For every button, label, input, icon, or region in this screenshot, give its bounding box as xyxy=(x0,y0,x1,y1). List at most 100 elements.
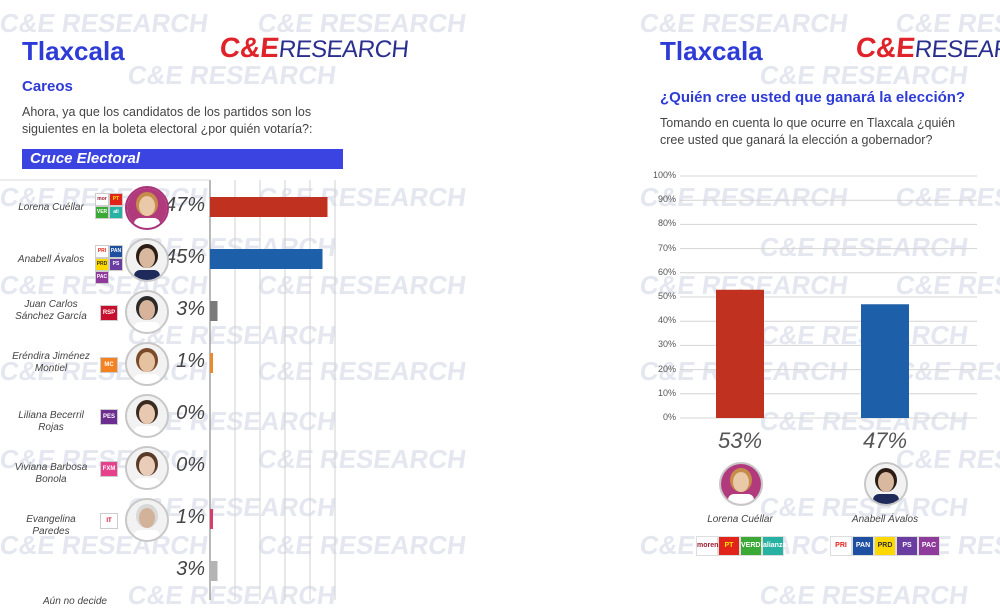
avatar-face xyxy=(139,352,155,372)
party-logo-prd: PRD xyxy=(874,536,896,556)
bar-0 xyxy=(716,289,764,418)
candidate-name-line: Aún no decide xyxy=(43,596,107,607)
pct-label: 3% xyxy=(176,298,205,320)
y-tick-label: 30% xyxy=(657,339,676,350)
party-logo-pes: PES xyxy=(100,409,118,425)
candidate-name: Liliana Becerril Rojas xyxy=(10,410,92,434)
pct-label: 3% xyxy=(176,558,205,580)
party-logo-alianza: alianza xyxy=(762,536,786,556)
candidate-name-line: Evangelina Paredes xyxy=(26,514,76,537)
right-subtitle: ¿Quién cree usted que ganará la elección… xyxy=(660,89,966,106)
party-logo-pri: PRI xyxy=(830,536,852,556)
party-logo-prd: PRD xyxy=(95,258,109,271)
candidate-name: Juan Carlos Sánchez García xyxy=(10,299,92,323)
avatar-face xyxy=(139,196,155,216)
candidate-name-line: Sánchez García xyxy=(15,311,87,322)
candidate-name-line: Juan Carlos xyxy=(24,299,78,310)
party-logo-morena: morena xyxy=(696,536,722,556)
party-logo-pac: PAC xyxy=(918,536,940,556)
avatar-face xyxy=(139,404,155,424)
party-logo-pan: PAN xyxy=(109,245,123,258)
party-logo-morena: mor xyxy=(95,193,109,206)
candidate-avatar xyxy=(125,186,169,230)
party-logo-pac: PAC xyxy=(95,271,109,284)
candidate-avatar xyxy=(125,342,169,386)
left-question: Ahora, ya que los candidatos de los part… xyxy=(22,105,313,136)
candidate-name: Viviana Barbosa Bonola xyxy=(10,462,92,486)
avatar-figure xyxy=(127,188,167,228)
y-tick-label: 70% xyxy=(657,242,676,253)
party-logo-ps: PS xyxy=(896,536,918,556)
candidate-name-line: Anabell Ávalos xyxy=(17,254,85,265)
party-logo-pan: PAN xyxy=(852,536,874,556)
avatar-body xyxy=(134,478,160,488)
bar-value-label: 47% xyxy=(862,428,908,453)
party-logo-rsp: RSP xyxy=(100,305,118,321)
candidate-name-line: Viviana Barbosa Bonola xyxy=(14,462,88,485)
party-logo-it: IT xyxy=(100,513,118,529)
party-logo-verde: VERDE xyxy=(740,536,765,556)
party-logo-pt: PT xyxy=(109,193,123,206)
candidate-name: Eréndira Jiménez Montiel xyxy=(10,351,92,375)
avatar-figure xyxy=(127,448,167,488)
candidate-name-line: Lorena Cuéllar xyxy=(18,202,84,213)
avatar-face xyxy=(733,472,749,492)
left-title: Tlaxcala xyxy=(22,36,125,66)
party-logo-verde: VER xyxy=(95,206,109,219)
avatar-body xyxy=(873,494,899,504)
y-tick-label: 10% xyxy=(657,387,676,398)
avatar-face xyxy=(139,456,155,476)
party-logo-fxm: FXM xyxy=(100,461,118,477)
y-tick-label: 100% xyxy=(652,170,676,180)
y-tick-label: 90% xyxy=(657,194,676,205)
y-tick-label: 60% xyxy=(657,266,676,277)
avatar-figure xyxy=(127,344,167,384)
y-tick-label: 40% xyxy=(657,315,676,326)
pct-label: 45% xyxy=(164,246,205,268)
candidate-name: Lorena Cuéllar xyxy=(10,202,92,214)
avatar-figure xyxy=(127,240,167,280)
bar-2 xyxy=(210,301,218,321)
candidate-avatar xyxy=(125,446,169,490)
candidate-avatar xyxy=(125,290,169,334)
candidate-avatar xyxy=(719,462,763,506)
candidate-avatar xyxy=(125,238,169,282)
pct-label: 1% xyxy=(176,350,205,372)
cross-electoral-chart xyxy=(0,179,336,600)
right-question: Tomando en cuenta lo que ocurre en Tlaxc… xyxy=(660,116,956,147)
right-panel: Tlaxcala C&ERESEARCH ¿Quién cree usted q… xyxy=(630,0,1000,600)
bar-1 xyxy=(861,304,909,418)
pct-label: 0% xyxy=(176,402,205,424)
avatar-face xyxy=(139,508,155,528)
bar-0 xyxy=(210,197,328,217)
bar-1 xyxy=(210,249,323,269)
avatar-body xyxy=(134,322,160,332)
avatar-face xyxy=(139,300,155,320)
avatar-figure xyxy=(721,464,761,504)
avatar-body xyxy=(134,530,160,540)
candidate-name: Evangelina Paredes xyxy=(10,514,92,538)
party-logo-mc: MC xyxy=(100,357,118,373)
candidate-name: Aún no decide xyxy=(10,596,140,608)
candidate-name: Anabell Ávalos xyxy=(851,514,919,525)
party-logo-alianza: ali xyxy=(109,206,123,219)
y-tick-label: 80% xyxy=(657,218,676,229)
avatar-body xyxy=(134,218,160,228)
avatar-body xyxy=(728,494,754,504)
candidate-name: Lorena Cuéllar xyxy=(707,514,773,525)
left-panel: Tlaxcala C&ERESEARCH Careos Ahora, ya qu… xyxy=(0,0,410,607)
avatar-figure xyxy=(127,292,167,332)
avatar-body xyxy=(134,374,160,384)
candidate-name-line: Liliana Becerril Rojas xyxy=(18,410,84,433)
avatar-face xyxy=(878,472,894,492)
pct-label: 0% xyxy=(176,454,205,476)
pct-label: 47% xyxy=(164,194,205,216)
winner-chart xyxy=(680,175,977,419)
avatar-figure xyxy=(127,500,167,540)
y-tick-label: 20% xyxy=(657,363,676,374)
avatar-face xyxy=(139,248,155,268)
candidate-name: Anabell Ávalos xyxy=(10,254,92,266)
avatar-body xyxy=(134,270,160,280)
avatar-body xyxy=(134,426,160,436)
candidate-avatar xyxy=(864,462,908,506)
